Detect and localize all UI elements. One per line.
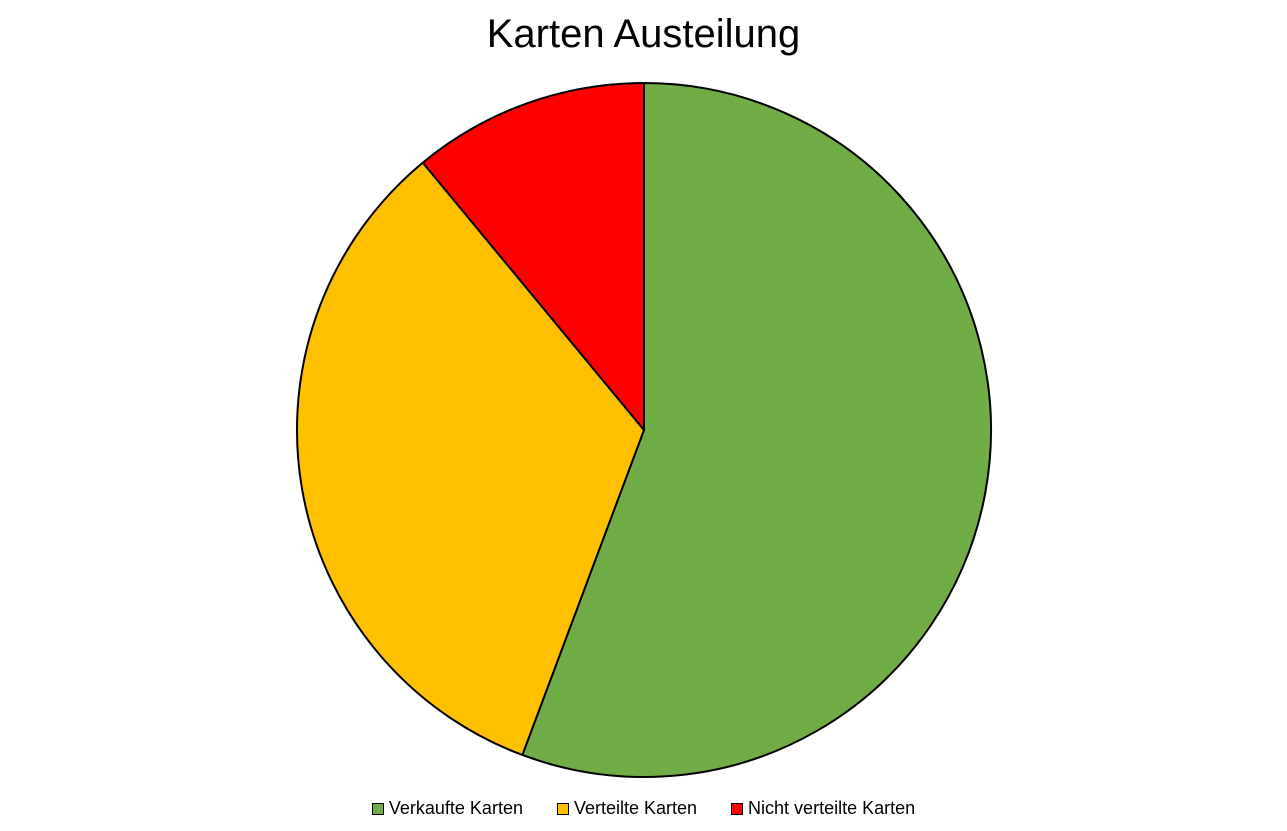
chart-title: Karten Austeilung <box>486 12 801 56</box>
legend-item-verkaufte-karten: Verkaufte Karten <box>371 798 523 819</box>
legend-item-nicht-verteilte-karten: Nicht verteilte Karten <box>731 798 915 819</box>
legend-item-verteilte-karten: Verteilte Karten <box>556 798 698 819</box>
pie-slice-verkaufte-karten <box>521 82 992 778</box>
legend-swatch <box>371 802 384 815</box>
legend-swatch <box>731 802 744 815</box>
legend: Verkaufte Karten Verteilte Karten Nicht … <box>0 798 1287 819</box>
legend-label: Nicht verteilte Karten <box>748 798 916 818</box>
pie-slice-verteilte-karten <box>296 161 645 756</box>
pie-slice-nicht-verteilte-karten <box>421 82 645 431</box>
legend-label: Verteilte Karten <box>573 798 698 818</box>
legend-label: Verkaufte Karten <box>388 798 523 818</box>
legend-swatch <box>556 802 569 815</box>
